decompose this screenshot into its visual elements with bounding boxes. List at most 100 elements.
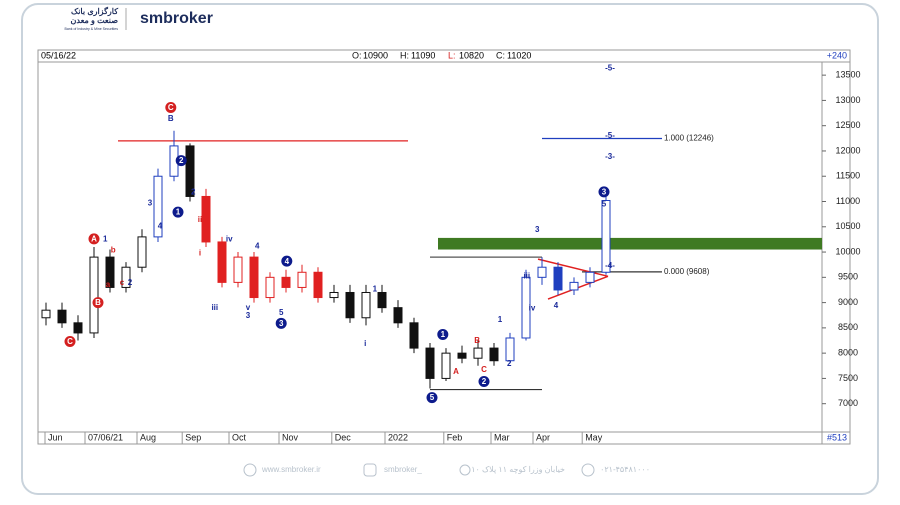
y-tick-label: 10000 (835, 246, 860, 256)
x-tick-label: Nov (282, 432, 299, 442)
candle-body (217, 241, 227, 283)
x-tick-label: Aug (140, 432, 156, 442)
wave-label-circle (478, 375, 490, 387)
candle-body (457, 352, 467, 359)
candle-body (265, 276, 275, 299)
ohlc-label: H: (400, 50, 409, 60)
candle-body (313, 271, 323, 299)
wave-label: C (481, 365, 487, 374)
y-tick-label: 7000 (838, 398, 858, 408)
candle-body (121, 266, 131, 288)
y-tick-label: 12500 (835, 120, 860, 130)
y-tick-label: 7500 (838, 373, 858, 383)
wave-label: iii (211, 303, 218, 312)
candle-body (89, 256, 99, 334)
logo-fa: صنعت و معدن (71, 16, 119, 26)
wave-label: a (106, 280, 111, 289)
wave-label-circle (175, 155, 187, 167)
instagram: smbroker_ (384, 465, 422, 474)
wave-label-circle (64, 336, 76, 348)
wave-label: 4 (255, 242, 260, 251)
x-tick-label: Feb (447, 432, 463, 442)
wave-label: 3 (602, 188, 607, 197)
wave-label: B (168, 114, 174, 123)
level-label: 1.000 (12246) (664, 134, 714, 143)
wave-label: A (453, 367, 459, 376)
web-icon (243, 463, 257, 477)
ohlc-info: O: 10900 H: 11090 L: 10820 C: 11020 (352, 50, 531, 60)
y-tick-label: 11000 (836, 196, 860, 206)
wave-label: 1 (441, 330, 446, 339)
candle-body (425, 347, 435, 379)
y-tick-label: 8000 (838, 348, 858, 358)
wave-label: 3 (279, 319, 284, 328)
wave-label-circle (88, 233, 100, 245)
x-tick-label: Sep (185, 432, 201, 442)
wave-label: iv (226, 235, 233, 244)
candle-body (393, 307, 403, 324)
trendline (537, 258, 609, 278)
ohlc-label: O: (352, 50, 362, 60)
wave-label: i (199, 249, 201, 258)
y-tick-label: 13500 (835, 70, 860, 80)
wave-label: b (111, 246, 116, 255)
wave-label-circle (275, 317, 287, 329)
ohlc-value: 10900 (363, 50, 388, 60)
x-tick-label: Mar (494, 432, 510, 442)
wave-label-circle (426, 392, 438, 404)
wave-label: C (168, 103, 174, 112)
candle-body (553, 266, 563, 291)
ohlc-label: L: (448, 50, 456, 60)
candle-body (521, 276, 531, 339)
candle-body (537, 266, 547, 278)
y-tick-label: 13000 (835, 95, 860, 105)
wave-label: -5- (605, 64, 615, 73)
x-tick-label: May (585, 432, 603, 442)
y-tick-label: 8500 (838, 322, 858, 332)
x-tick-label: 2022 (388, 432, 408, 442)
candle-body (473, 347, 483, 359)
wave-label-circle (281, 255, 293, 267)
bar-count: #513 (827, 432, 847, 442)
wave-label: 5 (279, 308, 284, 317)
wave-label: 2 (482, 377, 487, 386)
wave-label: -5- (605, 131, 615, 140)
wave-label: 2 (507, 359, 512, 368)
wave-label: 3 (535, 225, 540, 234)
phone: ۰۲۱-۴۵۴۸۱۰۰۰ (600, 465, 650, 474)
candle-body (185, 145, 195, 197)
wave-label: v (246, 303, 251, 312)
candle-body (377, 291, 387, 309)
wave-label: i (364, 339, 366, 348)
candle-body (585, 271, 595, 283)
ohlc-label: C: (496, 50, 505, 60)
wave-label-circle (172, 206, 184, 218)
x-tick-label: Jun (48, 432, 63, 442)
candle-body (409, 322, 419, 349)
wave-label: B (474, 336, 480, 345)
wave-label: iii (523, 271, 530, 280)
wave-label: ii (198, 215, 202, 224)
level-label: 0.000 (9608) (664, 267, 710, 276)
candle-body (249, 256, 259, 299)
candle-body (489, 347, 499, 362)
wave-label: 2 (179, 156, 184, 165)
support-zone (438, 237, 822, 250)
candle-body (41, 309, 51, 319)
candle-body (441, 352, 451, 379)
wave-label: 1 (176, 208, 181, 217)
y-tick-label: 11500 (836, 171, 860, 181)
wave-label: 2 (191, 188, 196, 197)
wave-label: 2 (128, 278, 133, 287)
logo-en: Bank of Industry & Mine Securities (65, 27, 119, 31)
candle-body (297, 271, 307, 288)
candle-body (569, 281, 579, 291)
wave-label-circle (92, 297, 104, 309)
y-tick-label: 12000 (835, 145, 860, 155)
wave-label-circle (437, 328, 449, 340)
website: www.smbroker.ir (261, 465, 321, 474)
y-tick-label: 9000 (838, 297, 858, 307)
wave-label-circle (165, 101, 177, 113)
wave-label: 4 (554, 301, 559, 310)
candle-body (153, 175, 163, 238)
